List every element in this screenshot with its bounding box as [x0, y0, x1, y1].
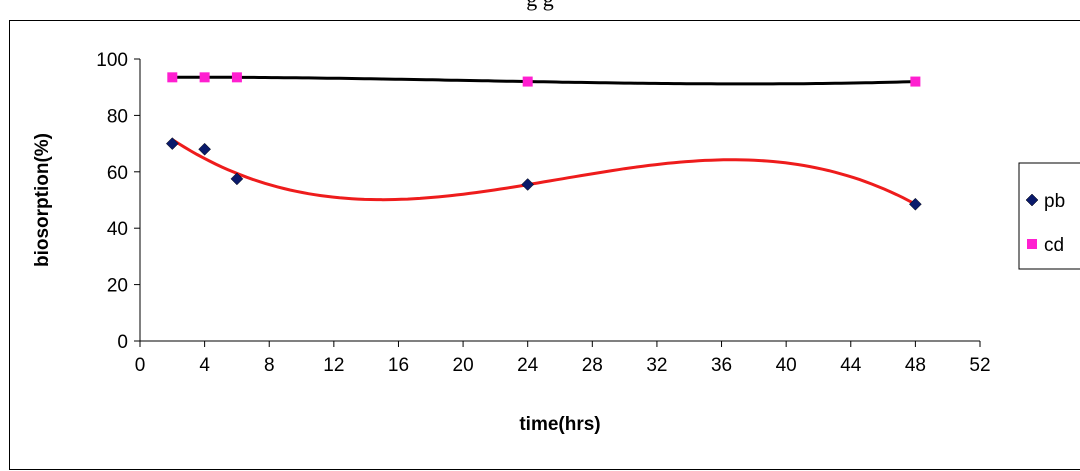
x-tick-label: 8 — [264, 355, 275, 376]
x-tick-label: 28 — [582, 355, 603, 376]
legend-marker-pb — [1025, 193, 1039, 207]
axes — [134, 58, 981, 347]
y-axis-title: biosorption(%) — [32, 133, 53, 267]
x-axis-title: time(hrs) — [519, 414, 600, 435]
trendline-cd — [172, 75, 916, 86]
x-tick-label: 20 — [453, 355, 474, 376]
point-pb — [165, 137, 179, 150]
point-pb — [230, 172, 244, 186]
trendline-pb — [171, 138, 917, 206]
x-tick-label: 48 — [905, 355, 926, 376]
point-pb — [909, 197, 922, 211]
y-tick-label: 20 — [107, 276, 128, 297]
y-tick-label: 0 — [117, 332, 128, 353]
y-tick-label: 60 — [107, 163, 128, 184]
legend: pb cd — [1018, 162, 1080, 270]
clipped-header-text: g g — [0, 0, 1080, 12]
data-points — [165, 72, 922, 211]
y-tick-label: 80 — [107, 106, 128, 127]
point-pb — [521, 178, 535, 191]
legend-marker-cd — [1027, 239, 1037, 249]
point-cd — [910, 76, 921, 87]
legend-label-cd: cd — [1044, 235, 1064, 256]
point-cd — [167, 72, 178, 83]
point-cd — [231, 72, 242, 83]
point-cd — [199, 72, 210, 83]
legend-label-pb: pb — [1044, 191, 1065, 212]
y-tick-label: 100 — [96, 50, 128, 71]
x-tick-label: 16 — [388, 355, 409, 376]
trendlines — [171, 75, 917, 206]
x-tick-label: 40 — [776, 355, 797, 376]
chart-frame: 0 20 40 60 80 100 0 4 8 12 16 20 24 28 32 36 40 44 48 52 ti… — [9, 20, 1080, 470]
x-tick-label: 52 — [969, 355, 990, 376]
x-tick-label: 32 — [646, 355, 667, 376]
x-tick-label: 4 — [199, 355, 210, 376]
y-tick-label: 40 — [107, 219, 128, 240]
x-tick-label: 0 — [135, 355, 146, 376]
point-cd — [522, 76, 533, 87]
x-tick-label: 36 — [711, 355, 732, 376]
x-tick-label: 12 — [323, 355, 344, 376]
x-tick-label: 44 — [840, 355, 862, 376]
x-tick-label: 24 — [517, 355, 539, 376]
legend-box — [1018, 162, 1080, 270]
point-pb — [198, 142, 211, 156]
